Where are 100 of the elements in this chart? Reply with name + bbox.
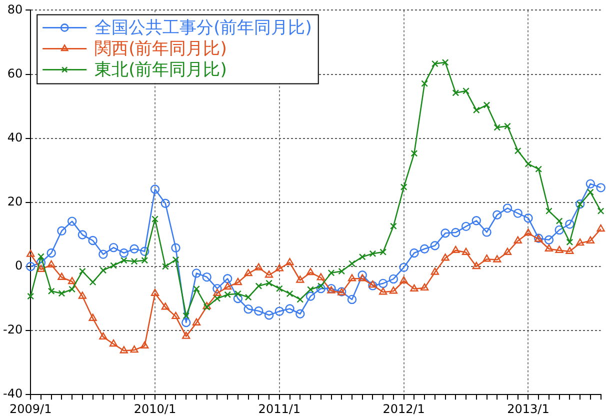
point (213, 288, 222, 296)
point (514, 236, 522, 244)
point (119, 248, 129, 258)
x-tick-label: 2012/1 (382, 402, 425, 416)
point (440, 228, 450, 238)
point (224, 282, 232, 290)
point (503, 248, 512, 255)
point (494, 124, 501, 131)
point (546, 208, 552, 214)
point (472, 106, 480, 114)
point (193, 285, 200, 292)
point (378, 278, 388, 288)
point (535, 166, 542, 173)
point (244, 304, 253, 314)
point (316, 284, 326, 294)
point (150, 288, 160, 296)
point (68, 286, 76, 293)
point (566, 238, 574, 246)
legend-label: 東北(前年同月比) (94, 60, 227, 80)
point (182, 318, 191, 328)
point (452, 89, 460, 96)
legend-label: 関西(前年同月比) (94, 39, 227, 60)
point (182, 312, 190, 320)
point (233, 294, 243, 304)
point (421, 80, 428, 87)
point (26, 262, 36, 272)
point (67, 216, 77, 226)
point (493, 255, 502, 262)
point (369, 250, 376, 258)
point (482, 228, 492, 237)
point (141, 256, 148, 264)
point (556, 218, 563, 224)
point (36, 264, 46, 272)
y-tick-label: -40 (2, 386, 23, 401)
point (79, 268, 86, 275)
point (57, 226, 66, 236)
point (410, 150, 418, 157)
point (587, 188, 594, 196)
point (348, 274, 356, 282)
point (317, 282, 324, 290)
x-tick-label: 2009/1 (9, 402, 52, 416)
point (316, 273, 325, 280)
point (172, 312, 180, 320)
point (152, 216, 158, 222)
point (264, 270, 274, 278)
point (596, 183, 606, 192)
point (150, 184, 160, 194)
point (586, 179, 596, 188)
point (400, 276, 408, 284)
point (100, 266, 107, 274)
point (306, 268, 315, 276)
point (482, 254, 491, 262)
point (130, 258, 138, 265)
point (502, 204, 512, 213)
point (120, 346, 128, 354)
y-tick-label: 80 (7, 2, 23, 16)
y-tick-label: 60 (7, 66, 23, 80)
point (596, 224, 605, 232)
point (420, 244, 430, 254)
point (555, 246, 564, 254)
point (400, 184, 408, 190)
point (388, 274, 398, 284)
point (171, 243, 180, 252)
point (108, 242, 118, 252)
y-tick-label: -20 (2, 322, 23, 337)
point (410, 284, 418, 292)
point (47, 260, 56, 268)
point (441, 254, 450, 261)
point (88, 314, 97, 321)
point (222, 274, 232, 284)
point (462, 248, 470, 255)
x-tick-label: 2011/1 (258, 402, 301, 416)
point (442, 58, 449, 66)
point (338, 268, 346, 275)
point (88, 236, 98, 246)
point (192, 318, 201, 326)
point (328, 269, 335, 276)
point (430, 268, 439, 275)
point (462, 87, 470, 94)
point (140, 341, 149, 349)
point (483, 102, 490, 108)
point (430, 241, 440, 250)
point (203, 304, 210, 311)
point (296, 309, 305, 318)
point (306, 292, 316, 301)
point (514, 147, 522, 154)
point (276, 285, 283, 292)
point (358, 253, 366, 260)
point (110, 262, 117, 269)
point (224, 291, 232, 298)
point (296, 296, 304, 303)
point (255, 282, 262, 290)
point (451, 228, 460, 238)
point (78, 292, 86, 299)
point (58, 272, 66, 280)
point (576, 238, 584, 246)
point (130, 345, 138, 353)
point (544, 235, 554, 244)
point (286, 290, 294, 298)
point (296, 276, 304, 283)
